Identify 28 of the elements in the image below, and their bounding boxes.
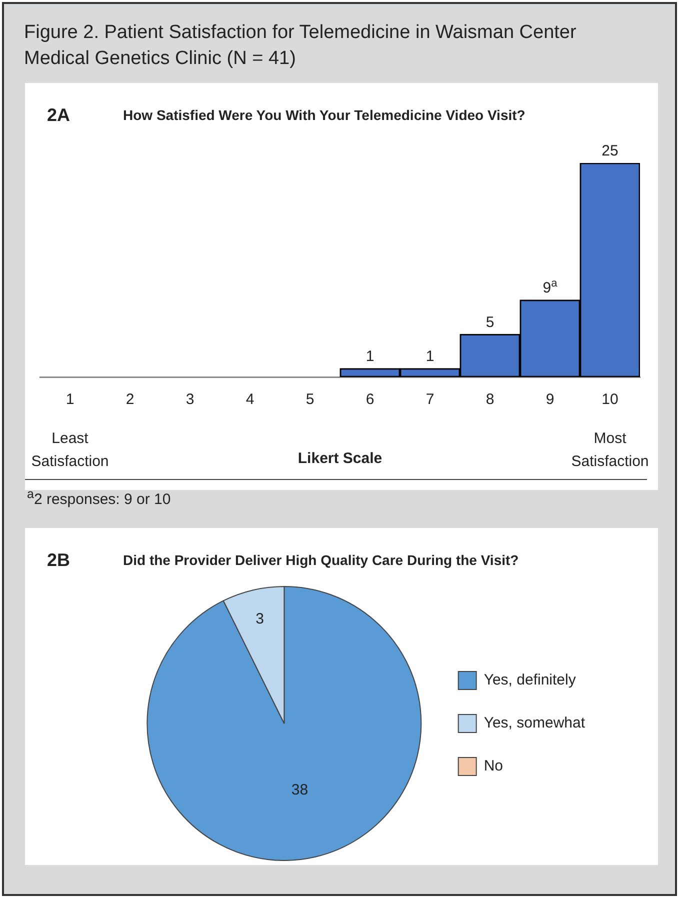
- x-tick-label: 10: [602, 391, 618, 408]
- legend-label: Yes, definitely: [484, 672, 576, 689]
- chart-title: Did the Provider Deliver High Quality Care During the Visit?: [123, 552, 519, 568]
- chart-title: How Satisfied Were You With Your Telemedicine Video Visit?: [123, 107, 526, 123]
- x-tick-label: 9: [546, 391, 554, 408]
- data-label: 1: [366, 348, 374, 366]
- x-tick-label: 4: [246, 391, 254, 408]
- data-label: 5: [486, 314, 494, 331]
- x-tick-label: 5: [306, 391, 314, 408]
- x-tick-label: 7: [426, 391, 434, 408]
- legend-label: No: [484, 758, 504, 775]
- legend-label: Yes, somewhat: [484, 714, 586, 732]
- x-tick-label: 6: [366, 391, 374, 408]
- data-label: 3: [256, 610, 264, 628]
- x-tick-label: 2: [126, 391, 134, 408]
- data-label: 1: [426, 348, 434, 366]
- data-label: 38: [291, 781, 308, 798]
- x-tick-label: 8: [486, 391, 494, 408]
- x-axis-title: Likert Scale: [298, 450, 382, 467]
- x-tick-label: 3: [186, 391, 194, 408]
- text: 2B: [47, 550, 70, 571]
- data-label: 25: [602, 142, 618, 160]
- text: Least Satisfaction: [30, 429, 110, 472]
- chart-subtitle: Figure 2. Patient Satisfaction for Telemedicine in Waisman Center Medical Genetics Clinic (N = 41): [24, 21, 578, 71]
- text: 2A: [47, 105, 70, 126]
- text: Most Satisfaction: [570, 429, 650, 472]
- text: $^{a}$2 responses: 9 or 10: [27, 487, 171, 508]
- x-tick-label: 1: [66, 391, 74, 408]
